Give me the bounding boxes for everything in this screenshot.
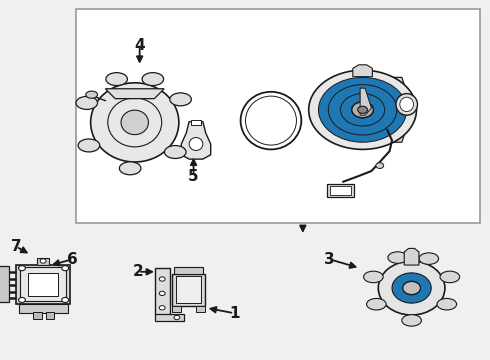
Bar: [33, 312, 42, 319]
Text: 4: 4: [134, 37, 145, 53]
Text: 2: 2: [133, 264, 144, 279]
Ellipse shape: [121, 110, 148, 135]
Ellipse shape: [86, 91, 98, 98]
Ellipse shape: [318, 77, 407, 142]
Ellipse shape: [396, 94, 417, 115]
Bar: [20, 267, 66, 301]
Ellipse shape: [388, 252, 408, 263]
Ellipse shape: [376, 163, 384, 168]
Ellipse shape: [440, 271, 460, 283]
Ellipse shape: [106, 73, 127, 86]
Ellipse shape: [108, 98, 162, 147]
Ellipse shape: [19, 297, 25, 302]
Bar: [176, 276, 201, 303]
Bar: [196, 306, 205, 312]
Ellipse shape: [403, 282, 420, 294]
Ellipse shape: [189, 138, 203, 150]
Ellipse shape: [159, 291, 165, 296]
Ellipse shape: [402, 315, 421, 326]
Bar: [19, 304, 68, 313]
Polygon shape: [360, 88, 371, 115]
Ellipse shape: [437, 298, 457, 310]
Ellipse shape: [358, 106, 368, 113]
Ellipse shape: [352, 102, 373, 118]
Ellipse shape: [40, 259, 46, 263]
Ellipse shape: [165, 145, 186, 158]
Ellipse shape: [19, 266, 25, 271]
Bar: [37, 258, 49, 265]
Bar: [172, 306, 181, 312]
Ellipse shape: [392, 273, 431, 303]
Ellipse shape: [328, 85, 397, 135]
Ellipse shape: [378, 261, 445, 315]
Bar: [155, 314, 184, 321]
Ellipse shape: [170, 93, 192, 106]
Ellipse shape: [403, 281, 420, 295]
Ellipse shape: [352, 102, 373, 118]
Text: 6: 6: [67, 252, 78, 267]
Bar: [172, 274, 205, 306]
Ellipse shape: [341, 94, 385, 126]
Ellipse shape: [159, 306, 165, 310]
Polygon shape: [105, 89, 164, 99]
Ellipse shape: [62, 266, 69, 271]
Bar: [174, 267, 203, 274]
Ellipse shape: [364, 271, 383, 283]
Bar: [76, 9, 480, 223]
Polygon shape: [353, 65, 372, 77]
Ellipse shape: [159, 277, 165, 281]
Polygon shape: [404, 248, 419, 265]
Bar: [155, 268, 170, 315]
Text: 1: 1: [229, 306, 240, 321]
Ellipse shape: [309, 70, 416, 149]
Bar: [28, 273, 58, 296]
Ellipse shape: [241, 92, 301, 149]
Ellipse shape: [367, 298, 386, 310]
Ellipse shape: [78, 139, 99, 152]
Bar: [327, 184, 354, 197]
Ellipse shape: [120, 162, 141, 175]
Bar: [46, 312, 54, 319]
Ellipse shape: [400, 97, 414, 112]
Text: 7: 7: [11, 239, 22, 254]
Ellipse shape: [91, 83, 179, 162]
Polygon shape: [385, 77, 404, 142]
Ellipse shape: [174, 315, 180, 320]
Ellipse shape: [352, 102, 373, 118]
Ellipse shape: [62, 297, 69, 302]
Ellipse shape: [142, 73, 164, 86]
Ellipse shape: [76, 96, 98, 109]
Text: 3: 3: [324, 252, 335, 267]
Bar: [0, 266, 9, 302]
Ellipse shape: [419, 253, 439, 264]
Polygon shape: [181, 122, 211, 159]
Bar: [16, 265, 70, 304]
Bar: [330, 186, 351, 195]
Bar: [191, 120, 201, 125]
Text: 5: 5: [188, 169, 199, 184]
Ellipse shape: [245, 96, 296, 145]
